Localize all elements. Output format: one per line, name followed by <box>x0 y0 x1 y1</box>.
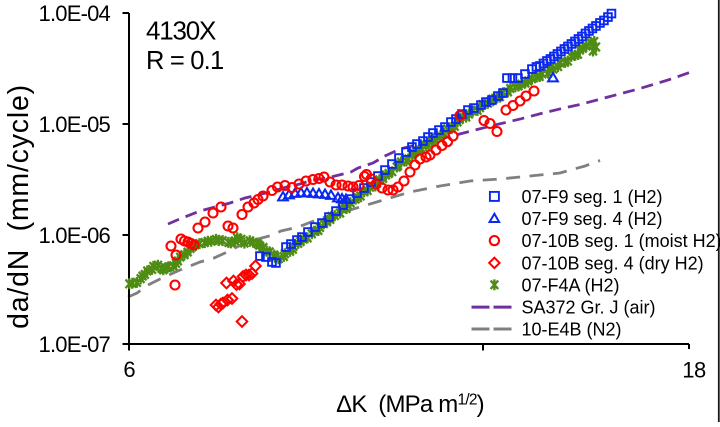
svg-text:07-F9 seg. 4 (H2): 07-F9 seg. 4 (H2) <box>522 209 663 229</box>
svg-text:da/dN (mm/cycle): da/dN (mm/cycle) <box>3 84 35 329</box>
svg-text:1.0E-07: 1.0E-07 <box>39 332 111 357</box>
svg-text:07-F9 seg. 1 (H2): 07-F9 seg. 1 (H2) <box>522 187 663 207</box>
svg-text:07-10B seg. 1 (moist H2): 07-10B seg. 1 (moist H2) <box>522 231 720 251</box>
svg-text:SA372 Gr. J (air): SA372 Gr. J (air) <box>522 298 656 318</box>
svg-text:1.0E-05: 1.0E-05 <box>39 112 111 137</box>
svg-text:1.0E-06: 1.0E-06 <box>39 223 111 248</box>
svg-text:10-E4B (N2): 10-E4B (N2) <box>522 320 622 340</box>
svg-text:1.0E-04: 1.0E-04 <box>39 1 111 26</box>
svg-text:4130X: 4130X <box>146 16 216 46</box>
svg-text:07-F4A (H2): 07-F4A (H2) <box>522 275 620 295</box>
svg-text:6: 6 <box>123 357 135 382</box>
svg-text:R = 0.1: R = 0.1 <box>146 47 223 75</box>
svg-text:18: 18 <box>682 358 706 383</box>
svg-text:07-10B seg. 4 (dry H2): 07-10B seg. 4 (dry H2) <box>522 253 704 273</box>
